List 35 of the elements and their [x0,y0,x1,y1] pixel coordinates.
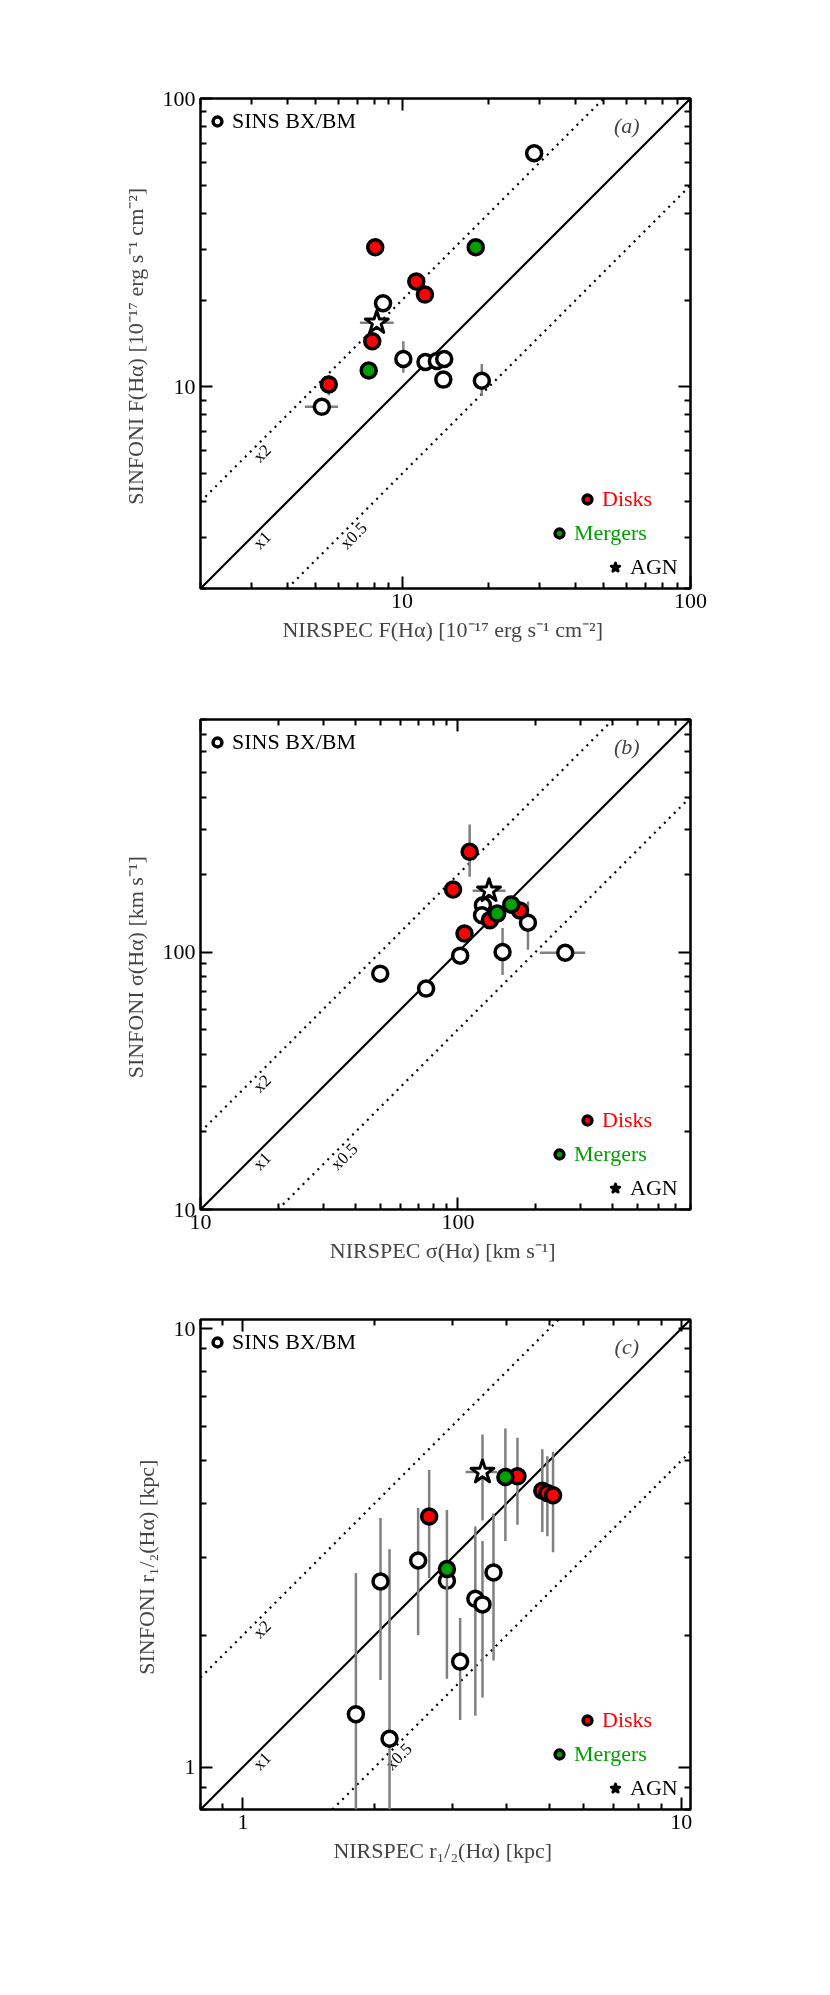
legend-label: AGN [630,1775,678,1801]
annotation: (b) [613,733,640,759]
legend-label: Disks [602,486,653,512]
y-axis-title: SINFONI r₁/₂(Hα) [kpc] [133,1459,159,1675]
text: x0.5 [336,518,371,553]
text: x1 [249,1148,275,1174]
x-axis-title: NIRSPEC σ(Hα) [km s⁻¹] [329,1237,556,1263]
annotation: (c) [614,1333,640,1359]
y-tick-label: 100 [162,939,196,965]
text: x1 [249,527,275,553]
legend-label: SINS BX/BM [232,729,357,755]
y-tick-label: 10 [173,1315,196,1341]
legend-label: x1 [249,1748,275,1774]
x-axis-title: NIRSPEC F(Hα) [10⁻¹⁷ erg s⁻¹ cm⁻²] [282,616,604,642]
y-tick-label: 100 [162,85,196,111]
legend-label: AGN [630,1175,678,1201]
legend-label: SINS BX/BM [232,108,357,134]
y-axis-title: SINFONI σ(Hα) [km s⁻¹] [122,856,148,1079]
legend-label: AGN [630,554,678,580]
x-axis-title: NIRSPEC r₁/₂(Hα) [kpc] [333,1837,553,1863]
text: x2 [249,1070,275,1097]
legend-label: Disks [602,1707,653,1733]
text: x0.5 [381,1739,416,1774]
legend-label: SINS BX/BM [232,1329,357,1355]
legend-label: Mergers [574,520,647,546]
text: x0.5 [327,1139,362,1174]
y-tick-label: 1 [184,1754,196,1780]
legend-label: Mergers [574,1141,647,1167]
y-tick-label: 10 [173,373,196,399]
legend-label: Disks [602,1107,653,1133]
y-axis-title: SINFONI F(Hα) [10⁻¹⁷ erg s⁻¹ cm⁻²] [122,187,148,505]
legend-label: Mergers [574,1741,647,1767]
annotation: (a) [613,112,640,138]
text: x2 [249,440,275,467]
text: x2 [249,1616,275,1643]
